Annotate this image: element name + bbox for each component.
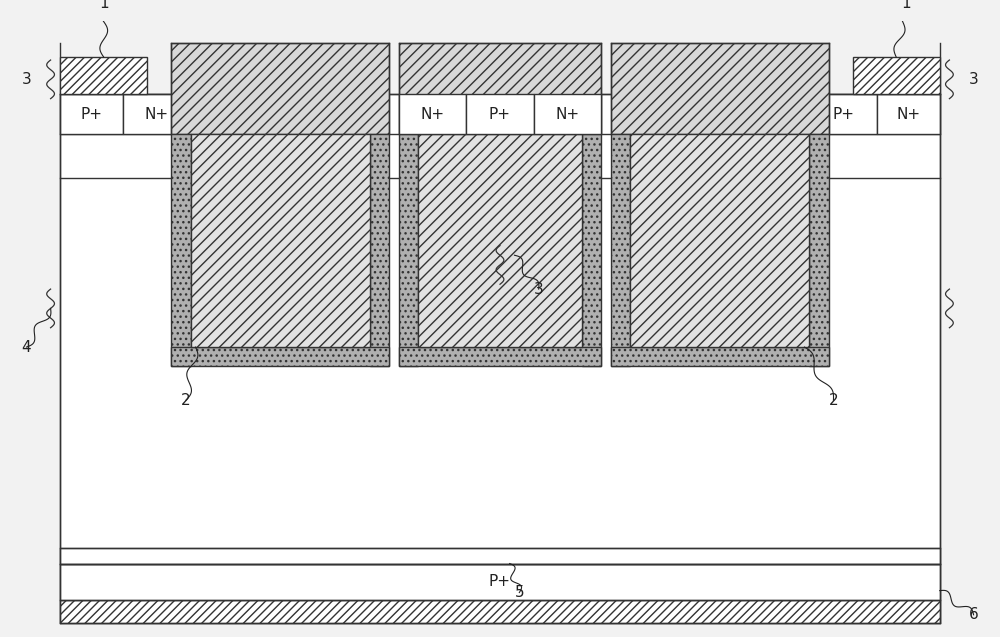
Bar xyxy=(60,57,147,94)
Bar xyxy=(60,94,123,134)
Bar xyxy=(171,347,389,366)
Bar xyxy=(582,134,601,366)
Bar xyxy=(466,94,534,134)
Bar xyxy=(60,94,940,622)
Bar xyxy=(60,564,940,600)
Bar xyxy=(809,134,829,366)
Bar xyxy=(171,43,389,134)
Bar xyxy=(853,57,940,94)
Text: 4: 4 xyxy=(22,340,31,355)
Text: 3: 3 xyxy=(22,72,31,87)
Bar xyxy=(370,134,389,366)
Bar xyxy=(60,600,940,622)
Text: 6: 6 xyxy=(969,607,978,622)
Text: P+: P+ xyxy=(489,575,511,589)
Bar xyxy=(123,94,191,134)
Bar xyxy=(630,134,809,347)
Bar xyxy=(399,347,601,366)
Text: 5: 5 xyxy=(515,585,524,600)
Text: P+: P+ xyxy=(81,106,103,122)
Text: N+: N+ xyxy=(420,106,444,122)
Text: N+: N+ xyxy=(896,106,920,122)
Bar xyxy=(611,347,829,366)
Bar xyxy=(418,134,582,347)
Text: 3: 3 xyxy=(534,282,544,297)
Text: 1: 1 xyxy=(99,0,109,11)
Text: 2: 2 xyxy=(181,393,191,408)
Bar xyxy=(877,94,940,134)
Text: P+: P+ xyxy=(489,106,511,122)
Bar xyxy=(534,94,601,134)
Text: 1: 1 xyxy=(901,0,911,11)
Bar xyxy=(171,134,191,366)
Bar xyxy=(191,134,370,347)
Bar xyxy=(60,548,940,564)
Bar xyxy=(809,94,877,134)
Bar xyxy=(611,43,829,134)
Text: N+: N+ xyxy=(556,106,580,122)
Bar xyxy=(399,94,466,134)
Text: N+: N+ xyxy=(145,106,169,122)
Bar xyxy=(611,134,630,366)
Text: 3: 3 xyxy=(969,72,978,87)
Text: 2: 2 xyxy=(829,393,838,408)
Bar xyxy=(399,134,418,366)
Bar xyxy=(399,43,601,134)
Text: P+: P+ xyxy=(832,106,854,122)
